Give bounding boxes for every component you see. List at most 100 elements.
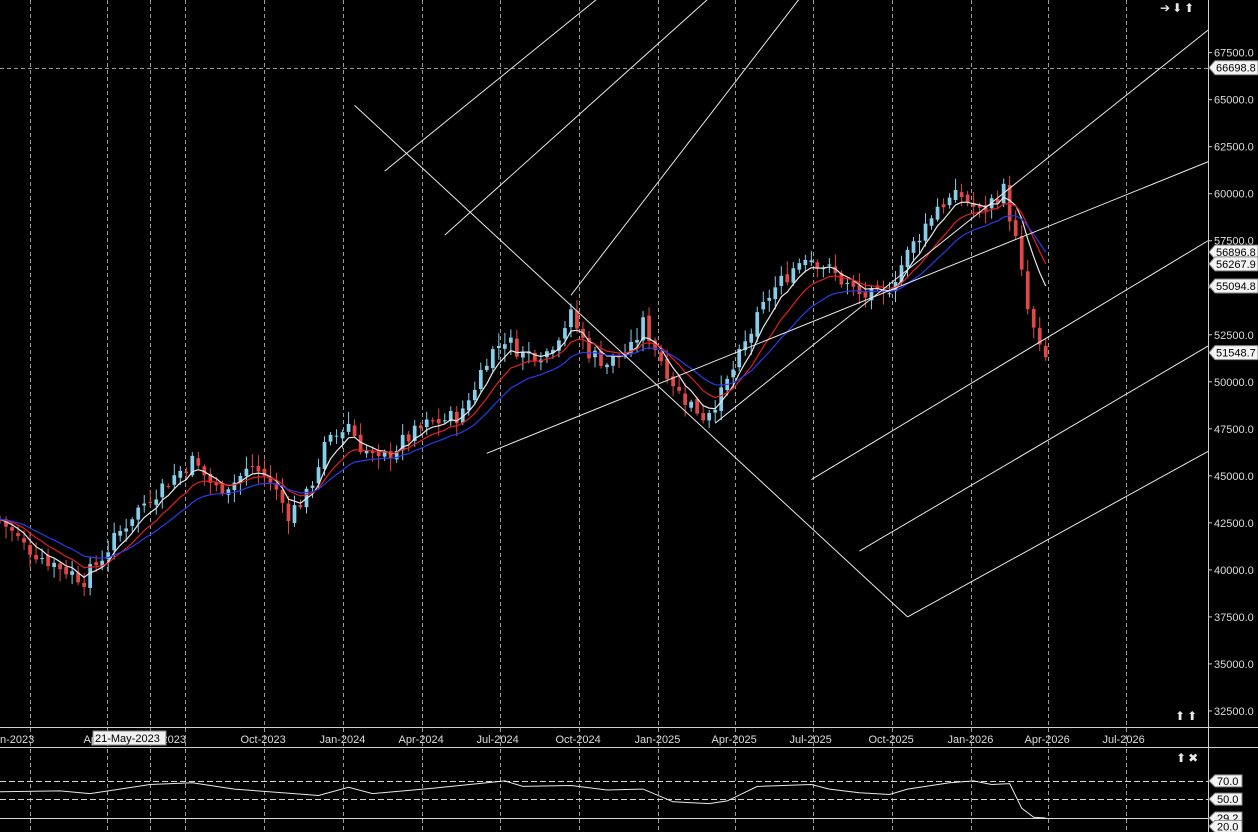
candle-body xyxy=(244,468,249,477)
rsi-tick-label: 20.0 xyxy=(1217,821,1238,832)
candle-body xyxy=(857,285,862,295)
candle-body xyxy=(917,240,922,243)
candle-body xyxy=(689,401,694,408)
candle-body xyxy=(286,503,291,522)
candle-body xyxy=(412,425,417,441)
candle-body xyxy=(328,434,333,442)
candle-body xyxy=(196,458,201,466)
candle-body xyxy=(785,274,790,283)
cursor-date-label: 21-May-2023 xyxy=(92,730,167,746)
candle-body xyxy=(106,552,111,560)
price-tag-text: 56896.8 xyxy=(1216,247,1256,259)
channel-line xyxy=(714,29,1209,424)
price-tag-box xyxy=(1208,278,1258,294)
candle-body xyxy=(773,287,778,300)
arrow-up-icon[interactable]: ⬆ xyxy=(1176,751,1187,765)
x-tick-label: Oct-2024 xyxy=(556,734,601,746)
candle-body xyxy=(430,420,435,422)
channel-line xyxy=(811,240,1209,481)
rsi-controls: ⬆ ✖ xyxy=(1176,752,1198,764)
y-tick-label: 62500.0 xyxy=(1214,142,1254,154)
candle-body xyxy=(869,288,874,301)
candle-body xyxy=(484,365,489,371)
x-tick-label: Jan-2025 xyxy=(635,734,681,746)
candle-body xyxy=(605,364,609,368)
channel-line xyxy=(444,0,708,236)
y-tick-label: 35000.0 xyxy=(1214,659,1254,671)
price-axis[interactable]: 67500.065000.062500.060000.057500.055000… xyxy=(1208,48,1254,718)
rsi-panel: 70.050.029.220.0 xyxy=(0,774,1243,832)
candle-body xyxy=(406,434,411,442)
candle-body xyxy=(4,519,8,527)
rsi-tick-label: 50.0 xyxy=(1217,794,1238,806)
candle-body xyxy=(791,268,796,283)
channel-line xyxy=(486,161,1209,454)
candle-body xyxy=(749,333,754,343)
candle-body xyxy=(454,411,459,424)
candle-body xyxy=(502,344,507,349)
x-tick-label: Apr-2024 xyxy=(399,734,444,746)
candle-body xyxy=(472,389,477,401)
arrow-right-icon[interactable]: ➔ xyxy=(1160,1,1171,15)
candle-body xyxy=(977,205,982,208)
candle-body xyxy=(647,315,651,341)
candle-body xyxy=(1007,184,1012,222)
channel-line xyxy=(859,345,1209,552)
candle-body xyxy=(232,482,237,491)
candle-body xyxy=(280,489,285,503)
candle-body xyxy=(448,410,453,422)
arrow-up-icon[interactable]: ⬆ xyxy=(1175,709,1186,723)
time-axis[interactable]: n-2023Apr-22023Oct-2023Jan-2024Apr-2024J… xyxy=(0,734,1145,746)
rsi-line xyxy=(0,780,1046,819)
candle-body xyxy=(136,507,141,520)
candle-body xyxy=(298,504,303,508)
candle-body xyxy=(653,340,657,350)
candle-body xyxy=(208,473,213,483)
x-tick-label: Jul-2024 xyxy=(477,734,519,746)
candle-body xyxy=(82,582,87,587)
candle-body xyxy=(124,528,129,532)
candle-body xyxy=(995,199,1000,204)
rsi-tick-label: 70.0 xyxy=(1217,776,1238,788)
candle-body xyxy=(334,435,339,437)
candle-body xyxy=(797,263,802,270)
y-tick-label: 45000.0 xyxy=(1214,471,1254,483)
channel-lines xyxy=(354,0,1209,618)
y-tick-label: 40000.0 xyxy=(1214,565,1254,577)
candle-body xyxy=(70,571,74,575)
candle-body xyxy=(28,545,32,555)
ma-slow-line xyxy=(0,215,1047,559)
candle-body xyxy=(809,260,814,263)
candle-body xyxy=(316,467,321,484)
candle-body xyxy=(184,471,189,474)
price-tag-text: 66698.8 xyxy=(1216,63,1256,75)
x-tick-label: Apr-2025 xyxy=(712,734,757,746)
candle-body xyxy=(496,345,501,349)
candle-body xyxy=(833,266,838,273)
candle-body xyxy=(575,310,579,329)
arrow-up-icon[interactable]: ⬆ xyxy=(1187,709,1198,723)
arrow-up-icon[interactable]: ⬆ xyxy=(1184,1,1195,15)
candle-body xyxy=(52,562,56,568)
candle-body xyxy=(923,223,928,241)
candle-body xyxy=(160,483,165,498)
channel-line xyxy=(570,0,800,296)
price-tag-text: 55094.8 xyxy=(1216,281,1256,293)
x-tick-label: Oct-2025 xyxy=(869,734,914,746)
candle-body xyxy=(971,202,976,207)
candle-body xyxy=(611,355,615,366)
candle-body xyxy=(34,554,38,560)
candle-body xyxy=(1037,328,1042,345)
arrow-down-icon[interactable]: ⬇ xyxy=(1172,1,1183,15)
candle-body xyxy=(659,352,663,362)
close-icon[interactable]: ✖ xyxy=(1188,751,1199,765)
candle-body xyxy=(364,450,369,454)
ma-fast-line xyxy=(0,196,1047,579)
candle-body xyxy=(238,476,243,483)
y-tick-label: 32500.0 xyxy=(1214,706,1254,718)
candle-body xyxy=(58,563,62,570)
candle-body xyxy=(346,423,351,432)
